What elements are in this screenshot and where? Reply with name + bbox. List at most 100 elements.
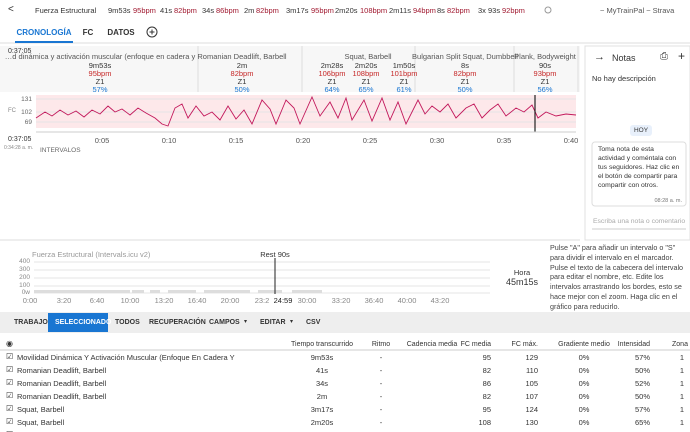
row-name[interactable]: Romanian Deadlift, Barbell	[17, 392, 107, 401]
interval-name[interactable]: Plank, Bodyweight	[514, 52, 576, 61]
cell: 95	[482, 405, 491, 414]
cell: 3m17s	[310, 405, 334, 414]
interval-pct: 56%	[537, 85, 553, 94]
cell: 0%	[578, 418, 590, 427]
segment-time[interactable]: 8s	[437, 6, 445, 15]
y-tick: 400	[19, 258, 30, 265]
toolbar-button[interactable]: TRABAJO	[14, 319, 48, 326]
segment-bpm: 94bpm	[413, 6, 436, 15]
message-box	[591, 141, 687, 207]
row-name[interactable]: Romanian Deadlift, Barbell	[17, 379, 107, 388]
select-all[interactable]: ◉	[6, 339, 13, 348]
segment-time[interactable]: 2m	[244, 6, 255, 15]
toolbar-button[interactable]: RECUPERACIÓN	[149, 319, 206, 326]
x-tick: 0:00	[22, 296, 38, 305]
toolbar-button[interactable]: CSV	[306, 319, 321, 326]
header-band	[0, 46, 580, 92]
column-header[interactable]: Intensidad	[617, 341, 650, 348]
column-header[interactable]: Tiempo transcurrido	[291, 341, 353, 348]
side-label: Hora	[513, 268, 531, 277]
segment-time[interactable]: 2m11s	[389, 6, 411, 15]
interval-time: 2m28s	[320, 61, 344, 70]
notes-input[interactable]: Escriba una nota o comentario	[593, 218, 686, 225]
interval-name[interactable]: Squat, Barbell	[344, 52, 392, 61]
row-checkbox[interactable]: ☑	[6, 417, 14, 426]
dropdown-arrow[interactable]: ▾	[244, 319, 248, 325]
x-tick: 30:00	[297, 296, 317, 305]
cell: 1	[679, 405, 685, 414]
x-tick: 6:40	[89, 296, 105, 305]
tab[interactable]: CRONOLOGÍA	[16, 28, 72, 37]
toolbar-button[interactable]: SELECCIONADO	[55, 319, 112, 326]
marker-label: Rest 90s	[260, 250, 290, 259]
column-header[interactable]: FC media	[460, 341, 491, 348]
cell: 0%	[578, 353, 590, 362]
cell: -	[379, 379, 383, 388]
row-checkbox[interactable]: ☑	[6, 404, 14, 413]
column-header[interactable]: Zona	[672, 341, 688, 348]
cell: 124	[525, 405, 538, 414]
toolbar-button[interactable]: CAMPOS	[209, 319, 240, 326]
toolbar-button[interactable]: EDITAR	[260, 319, 286, 326]
segment-bpm: 95bpm	[133, 6, 156, 15]
activity-title[interactable]: Fuerza Estructural	[35, 6, 97, 15]
time-tick: 0:10	[161, 136, 177, 145]
segment-time[interactable]: 9m53s	[108, 6, 131, 15]
notes-close[interactable]: →	[594, 51, 605, 63]
tab[interactable]: FC	[82, 28, 94, 37]
interval-zone: Z1	[237, 77, 247, 86]
row-checkbox[interactable]: ☑	[6, 365, 14, 374]
search-icon[interactable]	[544, 6, 552, 14]
cell: 107	[525, 392, 538, 401]
segment-bpm: 108bpm	[360, 6, 388, 15]
segment-time[interactable]: 34s	[202, 6, 215, 15]
y-tick: 200	[19, 274, 30, 281]
toolbar-button[interactable]: TODOS	[115, 319, 140, 326]
add-icon[interactable]	[146, 26, 158, 38]
cell: 57%	[634, 353, 650, 362]
cell: 130	[525, 418, 538, 427]
interval-time: 9m53s	[88, 61, 112, 70]
cell: 0%	[578, 366, 590, 375]
row-checkbox[interactable]: ☑	[6, 391, 14, 400]
interval-name[interactable]: …d dinámica y activación muscular (enfoq…	[4, 52, 196, 61]
row-checkbox[interactable]: ☑	[6, 430, 13, 432]
cell: 41s	[315, 366, 329, 375]
cell: 50%	[634, 366, 650, 375]
intervals-label: INTERVALOS	[40, 147, 81, 154]
notes-attach[interactable]: ⎙	[660, 51, 668, 62]
x-tick: 33:20	[331, 296, 351, 305]
x-tick: 16:40	[187, 296, 207, 305]
segment-time[interactable]: 2m20s	[335, 6, 358, 15]
column-header[interactable]: FC máx.	[511, 341, 538, 348]
row-name[interactable]: Squat, Barbell	[17, 418, 65, 427]
notes-day: HOY	[633, 127, 649, 134]
tab[interactable]: DATOS	[107, 28, 135, 37]
row-name[interactable]: Squat, Barbell	[17, 405, 65, 414]
row-checkbox[interactable]: ☑	[6, 352, 14, 361]
help-text: Pulse "A" para añadir un intervalo o "S"…	[550, 243, 684, 311]
notes-description[interactable]: No hay descripción	[592, 74, 656, 83]
cell: 110	[526, 366, 538, 375]
segment-time[interactable]: 3m17s	[286, 6, 309, 15]
column-header[interactable]: Ritmo	[371, 341, 391, 348]
cell: 1	[679, 392, 685, 401]
dropdown-arrow[interactable]: ▾	[290, 319, 294, 325]
row-checkbox[interactable]: ☑	[6, 378, 14, 387]
row-name[interactable]: Movilidad Dinámica Y Activación Muscular…	[17, 353, 235, 362]
interval-bpm: 82bpm	[453, 69, 477, 78]
column-header[interactable]: Gradiente medio	[558, 341, 610, 348]
row-name[interactable]: Romanian Deadlift, Barbell	[17, 366, 107, 375]
back-button[interactable]: <	[8, 4, 14, 15]
interval-zone: Z1	[327, 77, 337, 86]
interval-name[interactable]: Romanian Deadlift, Barbell	[197, 52, 287, 61]
interval-pct: 65%	[358, 85, 374, 94]
notes-add[interactable]: +	[678, 49, 686, 63]
x-tick: 10:00	[120, 296, 140, 305]
interval-name[interactable]: Bulgarian Split Squat, Dumbbell	[412, 52, 518, 61]
segment-time[interactable]: 41s	[160, 6, 173, 15]
segment-time[interactable]: 93s	[488, 6, 501, 15]
column-header[interactable]: Cadencia media	[406, 341, 458, 348]
segment-bpm: 92bpm	[502, 6, 525, 15]
time-tick: 0:30	[429, 136, 445, 145]
